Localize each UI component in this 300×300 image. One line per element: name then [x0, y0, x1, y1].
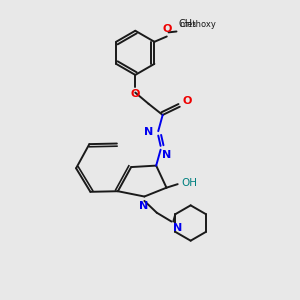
Text: O: O	[163, 24, 172, 34]
Text: N: N	[139, 201, 148, 211]
Text: O: O	[130, 89, 140, 99]
Text: N: N	[144, 127, 153, 137]
Text: OH: OH	[182, 178, 198, 188]
Text: N: N	[162, 150, 171, 160]
Text: O: O	[182, 95, 191, 106]
Text: CH₃: CH₃	[178, 19, 197, 28]
Text: N: N	[173, 223, 182, 233]
Text: methoxy: methoxy	[179, 20, 216, 28]
